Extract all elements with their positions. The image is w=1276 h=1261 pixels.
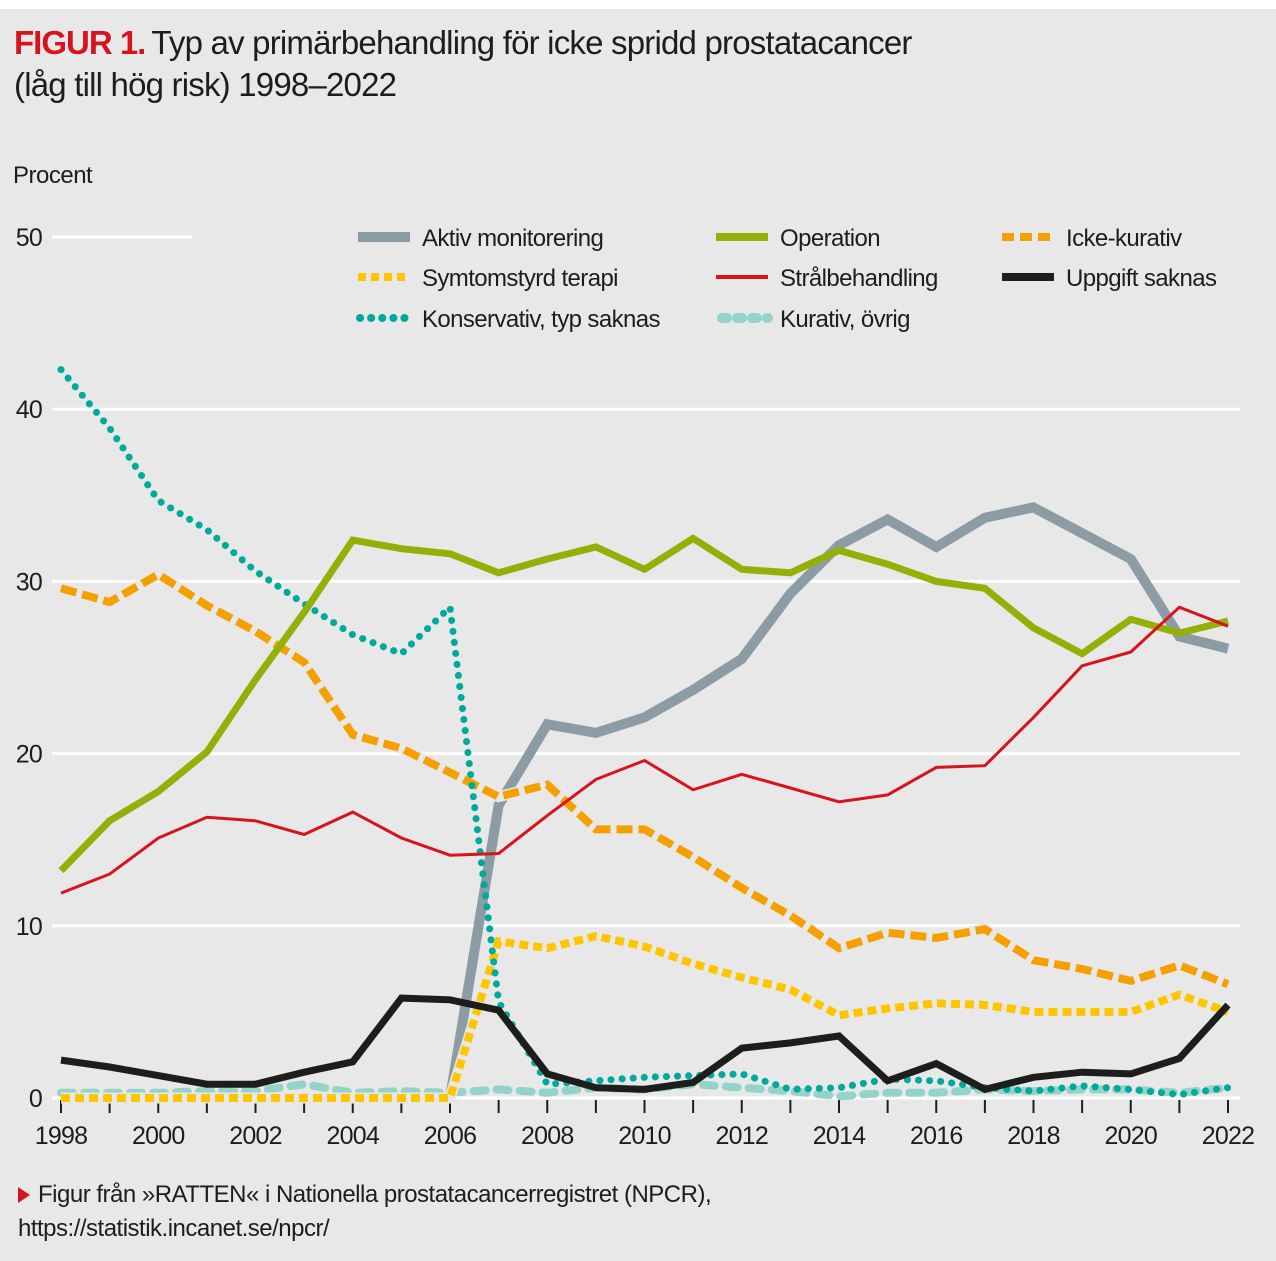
legend-item-stralbehandling: Strålbehandling xyxy=(716,265,938,292)
series-line-symtomstyrd-terapi xyxy=(61,931,1230,1102)
series-stralbehandling xyxy=(60,605,1229,895)
series-icke-kurativ xyxy=(59,568,1230,990)
series-lines xyxy=(57,366,1232,1104)
y-tick-label: 30 xyxy=(16,568,42,596)
x-tick-label: 2020 xyxy=(1105,1122,1157,1150)
legend-label: Icke-kurativ xyxy=(1066,225,1182,252)
x-axis-ticks: 1998 2000 2002 2004 2006 2008 2010 2012 2014 2016… xyxy=(35,1100,1255,1150)
series-uppgift-saknas xyxy=(60,994,1231,1094)
x-tick-label: 2022 xyxy=(1202,1122,1254,1150)
legend-item-operation: Operation xyxy=(716,225,881,252)
legend-item-aktiv-monitorering: Aktiv monitorering xyxy=(358,225,604,252)
series-line-icke-kurativ xyxy=(59,569,1230,989)
series-line-konservativ-typ-saknas xyxy=(57,366,1232,1099)
legend-item-uppgift-saknas: Uppgift saknas xyxy=(1002,265,1218,292)
x-tick-label: 2014 xyxy=(813,1122,866,1150)
figure-label: FIGUR 1. xyxy=(14,24,146,61)
x-tick-label: 2016 xyxy=(910,1122,962,1150)
series-symtomstyrd-terapi xyxy=(61,930,1230,1104)
legend-label: Konservativ, typ saknas xyxy=(422,306,660,333)
x-tick-label: 2000 xyxy=(132,1122,184,1150)
y-tick-label: 0 xyxy=(29,1085,42,1113)
title-line-1: Typ av primärbehandling för icke spridd … xyxy=(151,24,912,61)
y-tick-label: 10 xyxy=(16,913,42,941)
y-tick-labels: 0 10 20 30 40 50 xyxy=(16,224,43,1113)
legend-item-symtomstyrd-terapi: Symtomstyrd terapi xyxy=(358,265,619,292)
x-tick-label: 2010 xyxy=(618,1122,670,1150)
y-tick-label: 50 xyxy=(16,224,42,252)
x-tick-label: 2006 xyxy=(424,1122,476,1150)
legend-label: Kurativ, övrig xyxy=(780,306,910,333)
grid-lines xyxy=(52,235,1240,1100)
series-operation xyxy=(58,534,1229,874)
x-tick-label: 2012 xyxy=(716,1122,768,1150)
legend: Aktiv monitorering Operation Icke-kurativ S… xyxy=(356,225,1218,333)
source-note: Figur från »RATTEN« i Nationella prostat… xyxy=(18,1178,1218,1246)
figure-title: FIGUR 1. Typ av primärbehandling för icke… xyxy=(14,22,1254,106)
y-tick-label: 40 xyxy=(16,396,42,424)
source-line-1: Figur från »RATTEN« i Nationella prostat… xyxy=(38,1181,712,1208)
x-tick-label: 1998 xyxy=(35,1122,87,1150)
legend-item-kurativ-ovrig: Kurativ, övrig xyxy=(717,306,910,333)
legend-item-konservativ-typ-saknas: Konservativ, typ saknas xyxy=(356,306,661,333)
title-line-2: (låg till hög risk) 1998–2022 xyxy=(14,66,397,103)
red-triangle-arrow-icon xyxy=(18,1187,30,1203)
series-line-stralbehandling xyxy=(60,605,1229,895)
series-konservativ-typ-saknas xyxy=(57,366,1232,1099)
legend-label: Symtomstyrd terapi xyxy=(422,265,618,292)
y-tick-label: 20 xyxy=(16,741,42,769)
legend-label: Uppgift saknas xyxy=(1066,265,1217,292)
series-line-uppgift-saknas xyxy=(60,994,1231,1094)
x-tick-label: 2018 xyxy=(1007,1122,1059,1150)
legend-label: Strålbehandling xyxy=(780,265,938,292)
x-tick-label: 2002 xyxy=(229,1122,281,1150)
series-line-operation xyxy=(58,534,1229,874)
legend-label: Operation xyxy=(780,225,880,252)
x-tick-label: 2008 xyxy=(521,1122,573,1150)
x-tick-label: 2004 xyxy=(327,1122,380,1150)
legend-label: Aktiv monitorering xyxy=(422,225,603,252)
source-link[interactable]: https://statistik.incanet.se/npcr/ xyxy=(18,1215,330,1242)
y-axis-label: Procent xyxy=(13,162,93,189)
legend-item-icke-kurativ: Icke-kurativ xyxy=(1002,225,1183,252)
figure-panel xyxy=(0,9,1276,1261)
